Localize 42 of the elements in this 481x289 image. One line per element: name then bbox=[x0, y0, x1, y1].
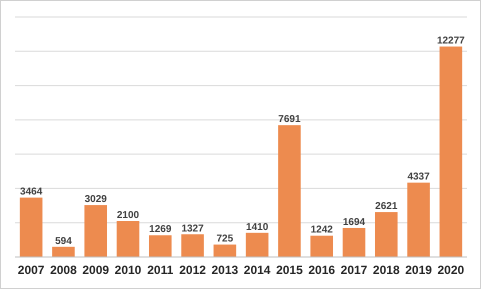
data-label: 1694 bbox=[342, 216, 366, 228]
data-label: 594 bbox=[55, 236, 72, 247]
data-label: 3029 bbox=[84, 194, 108, 206]
bar bbox=[310, 236, 334, 257]
bar bbox=[181, 234, 204, 257]
x-tick-label: 2018 bbox=[372, 263, 400, 277]
bar bbox=[440, 46, 462, 257]
data-label: 4337 bbox=[407, 172, 430, 183]
bar bbox=[246, 232, 268, 257]
x-tick-label: 2011 bbox=[147, 263, 174, 277]
x-tick-label: 2008 bbox=[50, 263, 78, 277]
bar bbox=[148, 235, 172, 257]
x-tick-label: 2017 bbox=[340, 263, 368, 277]
bar bbox=[342, 228, 366, 257]
data-label: 1242 bbox=[310, 224, 334, 236]
data-label: 12277 bbox=[436, 36, 466, 47]
x-tick-label: 2013 bbox=[212, 263, 239, 277]
data-label: 1410 bbox=[246, 222, 269, 233]
x-tick-label: 2019 bbox=[405, 263, 432, 277]
data-label: 3464 bbox=[20, 186, 43, 198]
x-tick-label: 2010 bbox=[114, 263, 142, 277]
bar bbox=[278, 125, 301, 257]
data-label: 725 bbox=[216, 234, 234, 245]
x-tick-label: 2020 bbox=[438, 263, 465, 277]
x-tick-label: 2012 bbox=[179, 263, 206, 277]
bar bbox=[214, 244, 236, 257]
bar bbox=[116, 221, 140, 257]
data-label: 1269 bbox=[149, 224, 172, 236]
bar bbox=[20, 198, 42, 257]
x-tick-label: 2015 bbox=[276, 263, 304, 277]
bar bbox=[407, 182, 430, 257]
bar bbox=[84, 205, 108, 257]
bar bbox=[52, 246, 75, 257]
x-tick-label: 2014 bbox=[244, 263, 271, 277]
data-label: 1327 bbox=[181, 223, 204, 234]
data-label: 2100 bbox=[116, 210, 140, 221]
x-tick-label: 2007 bbox=[18, 263, 45, 277]
data-label: 2621 bbox=[375, 201, 398, 212]
data-label: 7691 bbox=[278, 114, 301, 126]
x-tick-label: 2016 bbox=[308, 263, 336, 277]
bar bbox=[374, 212, 398, 257]
x-tick-label: 2009 bbox=[82, 263, 110, 277]
